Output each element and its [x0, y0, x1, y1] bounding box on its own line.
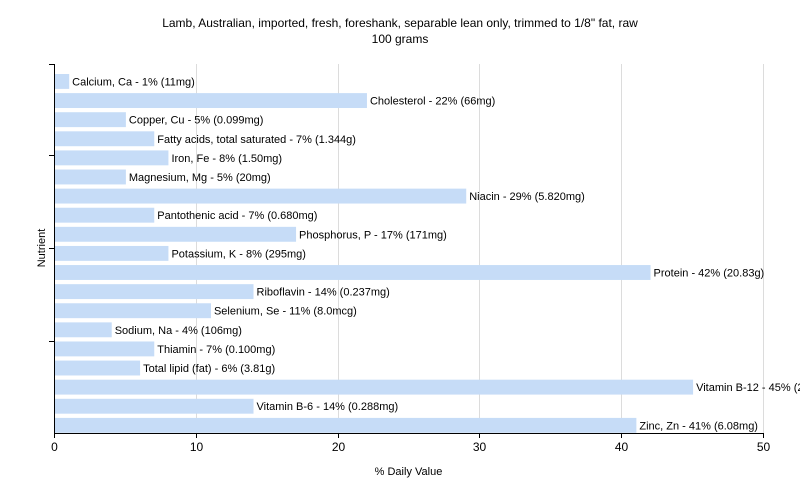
bar [55, 93, 367, 109]
bar [55, 265, 651, 280]
data-label: Copper, Cu - 5% (0.099mg) [129, 115, 264, 127]
data-label: Zinc, Zn - 41% (6.08mg) [639, 420, 758, 432]
data-label: Vitamin B-12 - 45% (2.71mcg) [696, 382, 800, 394]
chart-subtitle: 100 grams [371, 32, 429, 46]
bar [55, 207, 155, 223]
data-label: Niacin - 29% (5.820mg) [469, 191, 585, 203]
data-label: Pantothenic acid - 7% (0.680mg) [157, 210, 317, 222]
bar [55, 245, 169, 261]
x-tick-label: 30 [473, 440, 487, 454]
data-label: Iron, Fe - 8% (1.50mg) [171, 153, 282, 165]
x-tick-label: 0 [51, 440, 58, 454]
chart-title-line: Lamb, Australian, imported, fresh, fores… [162, 16, 638, 30]
bar [55, 188, 467, 204]
bar [55, 322, 112, 338]
bar [55, 226, 297, 242]
x-tick-label: 40 [615, 440, 629, 454]
data-label: Fatty acids, total saturated - 7% (1.344… [157, 134, 356, 146]
data-label: Riboflavin - 14% (0.237mg) [257, 287, 390, 299]
bar [55, 379, 694, 395]
x-tick-label: 50 [757, 440, 771, 454]
data-label: Selenium, Se - 11% (8.0mcg) [214, 306, 357, 318]
x-tick-label: 20 [332, 440, 346, 454]
chart-title: Lamb, Australian, imported, fresh, fores… [0, 15, 800, 47]
data-label: Phosphorus, P - 17% (171mg) [299, 229, 447, 241]
data-label: Cholesterol - 22% (66mg) [370, 96, 495, 108]
bar [55, 398, 254, 414]
y-axis-label: Nutrient [36, 228, 48, 268]
bar [55, 112, 126, 128]
data-label: Thiamin - 7% (0.100mg) [157, 344, 275, 356]
data-label: Potassium, K - 8% (295mg) [171, 248, 306, 260]
data-label: Sodium, Na - 4% (106mg) [115, 325, 242, 337]
bar [55, 417, 637, 433]
data-label: Protein - 42% (20.83g) [654, 268, 765, 280]
bar [55, 360, 141, 376]
bar [55, 74, 70, 89]
bar [55, 150, 169, 166]
data-label: Vitamin B-6 - 14% (0.288mg) [257, 401, 399, 413]
bar [55, 284, 254, 300]
data-label: Calcium, Ca - 1% (11mg) [72, 76, 195, 88]
bar [55, 169, 126, 185]
bar [55, 341, 155, 357]
bar [55, 303, 211, 319]
x-axis-label: % Daily Value [374, 466, 443, 478]
bar [55, 131, 155, 147]
data-label: Magnesium, Mg - 5% (20mg) [129, 172, 271, 184]
data-label: Total lipid (fat) - 6% (3.81g) [143, 363, 275, 375]
x-tick-label: 10 [190, 440, 204, 454]
